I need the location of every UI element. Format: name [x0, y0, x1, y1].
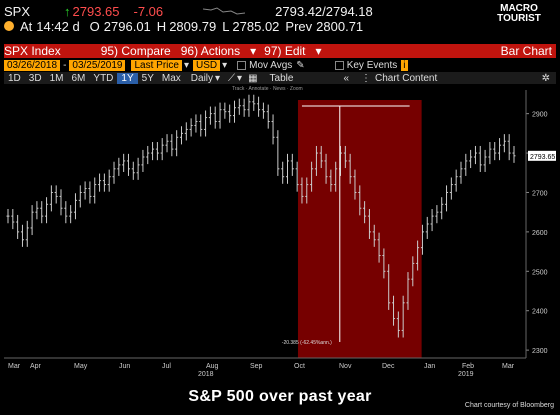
key-events-checkbox[interactable] — [334, 61, 344, 70]
x-tick-label: Nov — [339, 363, 352, 370]
chart-content-icon[interactable]: ⋮ — [361, 72, 371, 84]
x-tick-label: Aug — [206, 363, 219, 370]
period-tab-1y[interactable]: 1Y — [117, 72, 138, 84]
end-date-field[interactable]: 03/25/2019 — [69, 60, 126, 71]
selection-highlight — [297, 100, 422, 358]
quote-line-1: SPX ↑ 2793.65 -7.06 2793.42/2794.18 — [4, 3, 556, 19]
price-field-dropdown-icon[interactable]: ▾ — [183, 60, 189, 71]
logo-line1: MACRO — [500, 3, 538, 14]
last-value-tag — [528, 150, 556, 161]
low-label: L — [222, 18, 230, 34]
x-tick-label: Apr — [30, 363, 42, 370]
mov-avgs-checkbox[interactable] — [237, 61, 247, 70]
measure-annotation: -20.385 (-62.45%ann.) — [282, 340, 332, 346]
clock-icon — [4, 21, 14, 31]
toolbar: SPX Index 95) Compare 96) Actions ▾ 97) … — [4, 44, 556, 58]
edit-dropdown-icon[interactable]: ▾ — [315, 44, 322, 58]
y-tick-label: 2400 — [532, 309, 548, 316]
open-value: 2796.01 — [103, 18, 151, 34]
start-date-field[interactable]: 03/26/2018 — [4, 60, 61, 71]
last-value-label: 2793.65 — [530, 154, 555, 161]
last-price: 2793.65 — [72, 3, 120, 19]
currency-select[interactable]: USD — [192, 60, 221, 71]
x-tick-label: Mar — [8, 363, 21, 370]
edit-button[interactable]: 97) Edit — [264, 44, 306, 58]
macro-tourist-logo: MACRO TOURIST — [484, 4, 554, 36]
quote-time: 14:42 d — [36, 18, 80, 34]
period-tab-1m[interactable]: 1M — [49, 72, 64, 84]
collapse-icon[interactable]: « — [343, 72, 349, 84]
sparkline-icon — [203, 7, 246, 15]
period-tab-3d[interactable]: 3D — [28, 72, 42, 84]
price-field-select[interactable]: Last Price — [131, 60, 182, 71]
at-label: At — [20, 18, 33, 34]
net-change: -7.06 — [133, 3, 164, 19]
range-bar: 03/26/2018 - 03/25/2019 Last Price ▾ USD… — [4, 60, 556, 71]
y-tick-label: 2600 — [532, 230, 548, 237]
chart-caption: S&P 500 over past year — [188, 388, 372, 405]
x-tick-label: Sep — [250, 363, 263, 370]
actions-button[interactable]: 96) Actions — [180, 44, 241, 58]
period-tab-5y[interactable]: 5Y — [141, 72, 154, 84]
grid-icon[interactable]: ▦ — [248, 72, 258, 84]
credit-line: Chart courtesy of Bloomberg — [464, 402, 554, 409]
x-tick-label: Dec — [382, 363, 395, 370]
x-tick-label: Mar — [502, 363, 515, 370]
high-label: H — [156, 18, 167, 34]
up-arrow-icon: ↑ — [64, 3, 71, 19]
line-chart-icon[interactable]: ⟋ — [228, 72, 236, 84]
currency-dropdown-icon[interactable]: ▾ — [222, 60, 228, 71]
bar-chart-title: Bar Chart — [500, 44, 552, 58]
frequency-dropdown-icon[interactable]: ▾ — [215, 72, 221, 84]
info-icon[interactable]: i — [401, 60, 408, 71]
quote-line-2: At 14:42 d O 2796.01 H 2809.79 L 2785.02… — [4, 18, 556, 34]
ticker: SPX — [4, 3, 31, 19]
actions-dropdown-icon[interactable]: ▾ — [250, 44, 257, 58]
logo-line2: TOURIST — [497, 13, 541, 24]
x-year-label: 2018 — [198, 371, 214, 376]
chart-content-button[interactable]: Chart Content — [375, 72, 438, 84]
x-year-label: 2019 — [458, 371, 474, 376]
period-tab-1d[interactable]: 1D — [8, 72, 21, 84]
compare-button[interactable]: 95) Compare — [100, 44, 171, 58]
period-tab-6m[interactable]: 6M — [71, 72, 86, 84]
low-value: 2785.02 — [232, 18, 280, 34]
x-tick-label: Jul — [162, 363, 171, 370]
x-tick-label: Oct — [294, 363, 305, 370]
key-events-label: Key Events — [346, 60, 398, 71]
bid-ask: 2793.42/2794.18 — [275, 3, 373, 19]
period-tab-max[interactable]: Max — [161, 72, 181, 84]
period-bar: 1D 3D 1M 6M YTD 1Y 5Y Max Daily ▾ ⟋ ▾ ▦ Table «… — [4, 72, 556, 84]
x-tick-label: Jan — [424, 363, 435, 370]
x-tick-label: Jun — [119, 363, 130, 370]
y-tick-label: 2900 — [532, 112, 548, 119]
y-tick-label: 2700 — [532, 190, 548, 197]
prev-value: 2800.71 — [316, 18, 364, 34]
x-tick-label: Feb — [462, 363, 474, 370]
pencil-icon[interactable]: ✎ — [296, 60, 305, 71]
open-label: O — [89, 18, 100, 34]
prev-label: Prev — [285, 18, 313, 34]
mini-tabs: Track · Annotate · News · Zoom — [232, 86, 303, 92]
index-label[interactable]: SPX Index — [4, 44, 61, 58]
mov-avgs-label: Mov Avgs — [249, 60, 293, 71]
table-button[interactable]: Table — [269, 72, 294, 84]
price-chart: -20.385 (-62.45%ann.) 2300 2400 2500 2600 270… — [4, 90, 556, 376]
frequency-select[interactable]: Daily — [190, 72, 214, 84]
line-chart-dropdown-icon[interactable]: ▾ — [237, 72, 243, 84]
period-tabs: 1D 3D 1M 6M YTD 1Y 5Y Max — [4, 72, 185, 84]
y-tick-label: 2300 — [532, 348, 548, 355]
high-value: 2809.79 — [169, 18, 217, 34]
y-tick-label: 2500 — [532, 269, 548, 276]
gear-icon[interactable]: ✲ — [541, 72, 550, 84]
x-tick-label: May — [74, 363, 88, 370]
range-dash: - — [63, 60, 67, 71]
period-tab-ytd[interactable]: YTD — [93, 72, 114, 84]
